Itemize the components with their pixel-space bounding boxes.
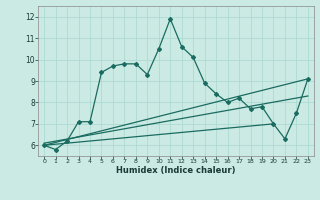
X-axis label: Humidex (Indice chaleur): Humidex (Indice chaleur) [116,166,236,175]
